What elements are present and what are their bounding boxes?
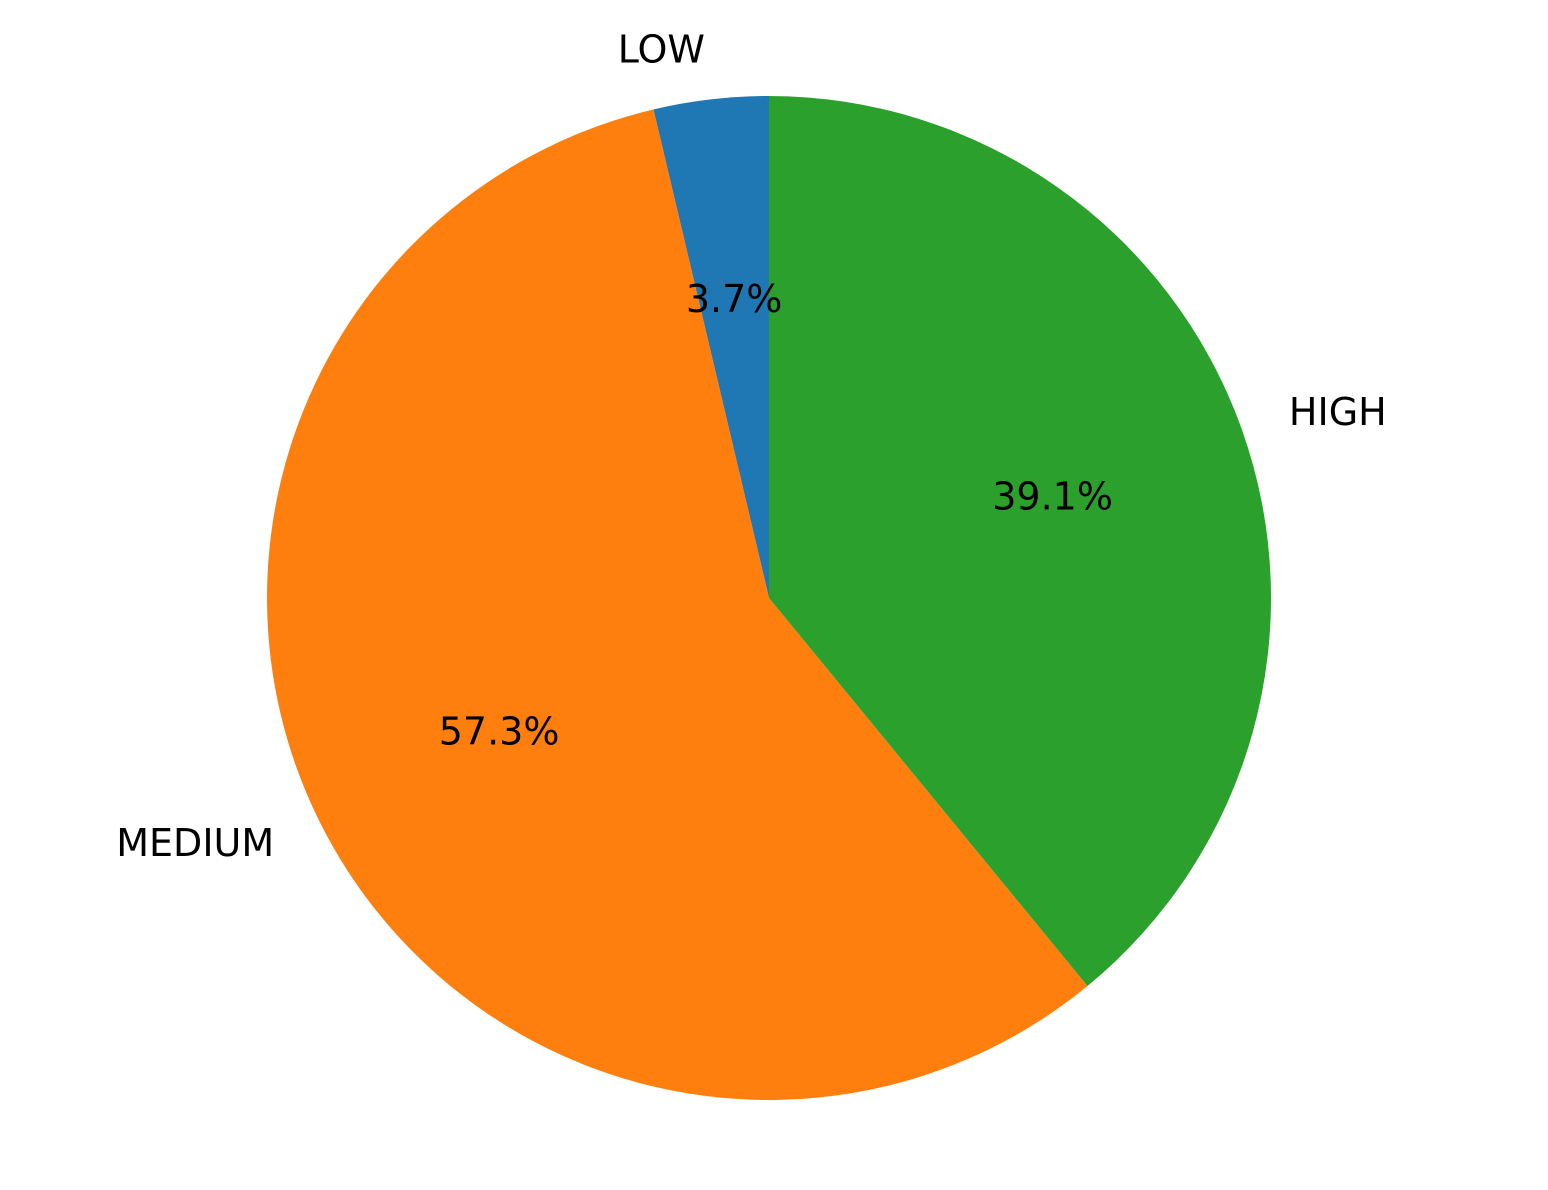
slice-label-low: LOW [618,28,705,72]
slices-group [267,96,1272,1100]
slice-label-medium: MEDIUM [116,821,274,865]
pct-label-medium: 57.3% [439,710,560,754]
pie-slice-high [769,96,1272,987]
pie-slice-low [653,96,769,598]
pct-label-high: 39.1% [992,475,1113,519]
slice-label-high: HIGH [1289,390,1387,434]
labels-group: LOW MEDIUM HIGH 3.7% 57.3% 39.1% [116,28,1386,866]
pie-slice-medium [267,109,1088,1100]
pct-label-low: 3.7% [686,277,783,321]
